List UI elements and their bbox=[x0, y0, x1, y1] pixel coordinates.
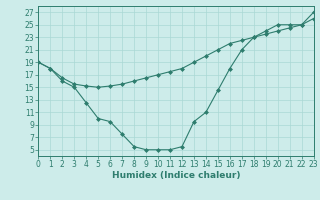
X-axis label: Humidex (Indice chaleur): Humidex (Indice chaleur) bbox=[112, 171, 240, 180]
